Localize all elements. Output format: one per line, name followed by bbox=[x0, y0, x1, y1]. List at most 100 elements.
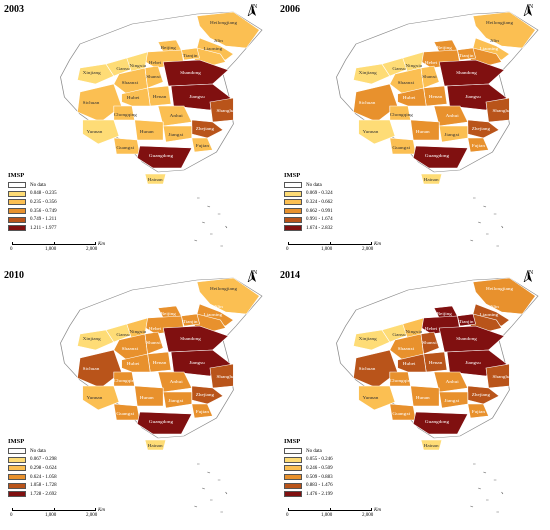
south-sea-islands bbox=[194, 463, 228, 513]
region-label-liaoning: Liaoning bbox=[204, 313, 223, 317]
region-yunnan bbox=[82, 385, 120, 411]
region-label-henan: Henan bbox=[153, 361, 167, 365]
scale-bar: 0 1,000 2,000 Km bbox=[8, 238, 198, 262]
region-hunan bbox=[134, 119, 164, 141]
legend-label: 0.356 - 0.749 bbox=[30, 208, 57, 214]
region-label-liaoning: Liaoning bbox=[480, 313, 499, 317]
legend-title: IMSP bbox=[8, 172, 25, 179]
legend-label: 0.069 - 0.324 bbox=[306, 191, 333, 197]
region-guangdong bbox=[412, 411, 469, 435]
map: Heilongjiang Jilin Liaoning Beijing Tianjin H… bbox=[60, 11, 263, 247]
region-label-gansu: Gansu bbox=[392, 333, 406, 337]
south-sea-islands bbox=[470, 197, 504, 247]
region-label-jiangsu: Jiangsu bbox=[189, 361, 205, 365]
region-label-jiangxi: Jiangxi bbox=[168, 133, 184, 137]
legend: IMSP No data 0.069 - 0.324 0.324 - 0.662… bbox=[284, 172, 333, 233]
legend-swatch bbox=[8, 182, 26, 189]
north-arrow: N bbox=[247, 4, 263, 16]
legend-label: 1.058 - 1.728 bbox=[30, 483, 57, 489]
legend-swatch bbox=[8, 199, 26, 206]
legend-label: 0.991 - 1.674 bbox=[306, 217, 333, 223]
region-label-yunnan: Yunnan bbox=[363, 130, 380, 134]
legend-swatch bbox=[284, 456, 302, 463]
legend-label: 1.211 - 1.977 bbox=[30, 225, 57, 231]
region-label-shanghai: Shanghai bbox=[216, 109, 236, 113]
region-label-shaanxi: Shaanxi bbox=[122, 347, 140, 351]
north-label: N bbox=[252, 4, 258, 10]
region-label-hunan: Hunan bbox=[416, 130, 431, 134]
legend-item: 0.298 - 0.624 bbox=[8, 464, 57, 473]
region-label-tianjin: Tianjin bbox=[459, 54, 475, 58]
region-label-shanxi: Shanxi bbox=[422, 341, 437, 345]
region-label-hainan: Hainan bbox=[148, 444, 164, 448]
region-hubei bbox=[397, 87, 427, 107]
legend-label: 1.728 - 2.692 bbox=[30, 491, 57, 497]
region-label-shandong: Shandong bbox=[180, 337, 202, 341]
region-xinjiang bbox=[353, 63, 391, 85]
region-hainan bbox=[420, 439, 443, 451]
region-label-anhui: Anhui bbox=[170, 380, 184, 384]
region-label-fujian: Fujian bbox=[472, 410, 486, 414]
legend-item: 1.728 - 2.692 bbox=[8, 490, 57, 499]
region-hainan bbox=[420, 173, 443, 185]
legend-label: No data bbox=[30, 448, 46, 454]
legend-swatch bbox=[284, 465, 302, 472]
region-label-anhui: Anhui bbox=[446, 380, 460, 384]
legend-label: No data bbox=[30, 182, 46, 188]
region-label-ningxia: Ningxia bbox=[405, 64, 422, 68]
region-label-gansu: Gansu bbox=[116, 67, 130, 71]
scale-bar: 0 1,000 2,000 Km bbox=[284, 504, 474, 528]
region-label-liaoning: Liaoning bbox=[204, 47, 223, 51]
region-label-jiangxi: Jiangxi bbox=[168, 399, 184, 403]
region-label-shandong: Shandong bbox=[456, 71, 478, 75]
region-label-hunan: Hunan bbox=[140, 130, 155, 134]
region-yunnan bbox=[82, 119, 120, 145]
legend-label: 0.055 - 0.246 bbox=[306, 457, 333, 463]
region-label-hubei: Hubei bbox=[403, 96, 416, 100]
region-fujian bbox=[191, 137, 214, 153]
region-label-xinjiang: Xinjiang bbox=[83, 337, 102, 341]
region-label-hainan: Hainan bbox=[424, 178, 440, 182]
region-guangdong bbox=[136, 411, 193, 435]
region-shanghai bbox=[485, 97, 510, 123]
scale-unit: Km bbox=[98, 242, 105, 247]
legend-item: No data bbox=[8, 181, 57, 190]
region-label-sichuan: Sichuan bbox=[359, 101, 376, 105]
legend-swatch bbox=[284, 474, 302, 481]
legend-label: 0.509 - 0.883 bbox=[306, 474, 333, 480]
legend-swatch bbox=[8, 482, 26, 489]
region-yunnan bbox=[358, 119, 396, 145]
legend-item: 0.749 - 1.211 bbox=[8, 215, 57, 224]
region-heilongjiang bbox=[472, 11, 536, 49]
legend-item: 0.991 - 1.674 bbox=[284, 215, 333, 224]
map: Heilongjiang Jilin Liaoning Beijing Tianjin H… bbox=[336, 11, 539, 247]
legend-label: 0.883 - 1.476 bbox=[306, 483, 333, 489]
legend-item: No data bbox=[284, 447, 333, 456]
region-label-anhui: Anhui bbox=[446, 114, 460, 118]
region-hubei bbox=[397, 353, 427, 373]
map-panel-2003: Heilongjiang Jilin Liaoning Beijing Tianjin H… bbox=[2, 2, 272, 264]
region-label-henan: Henan bbox=[429, 361, 443, 365]
region-label-hebei: Hebei bbox=[149, 61, 162, 65]
region-label-hubei: Hubei bbox=[127, 96, 140, 100]
legend-swatch bbox=[8, 216, 26, 223]
legend-item: 0.662 - 0.991 bbox=[284, 207, 333, 216]
region-sichuan bbox=[77, 349, 122, 389]
map: Heilongjiang Jilin Liaoning Beijing Tianjin H… bbox=[60, 277, 263, 513]
scale-bar: 0 1,000 2,000 Km bbox=[284, 238, 474, 262]
legend-swatch bbox=[284, 491, 302, 498]
region-label-guangxi: Guangxi bbox=[116, 146, 135, 150]
region-label-zhejiang: Zhejiang bbox=[196, 393, 215, 397]
region-label-jilin: Jilin bbox=[214, 305, 224, 309]
region-label-jiangxi: Jiangxi bbox=[444, 399, 460, 403]
region-label-jiangsu: Jiangsu bbox=[465, 361, 481, 365]
legend-swatch bbox=[8, 190, 26, 197]
region-label-heilongjiang: Heilongjiang bbox=[210, 287, 238, 291]
region-shanghai bbox=[485, 363, 510, 389]
region-label-guangdong: Guangdong bbox=[425, 420, 450, 424]
north-arrow: N bbox=[523, 270, 539, 282]
region-xinjiang bbox=[77, 63, 115, 85]
region-label-shanghai: Shanghai bbox=[216, 375, 236, 379]
region-label-shandong: Shandong bbox=[180, 71, 202, 75]
region-label-shandong: Shandong bbox=[456, 337, 478, 341]
